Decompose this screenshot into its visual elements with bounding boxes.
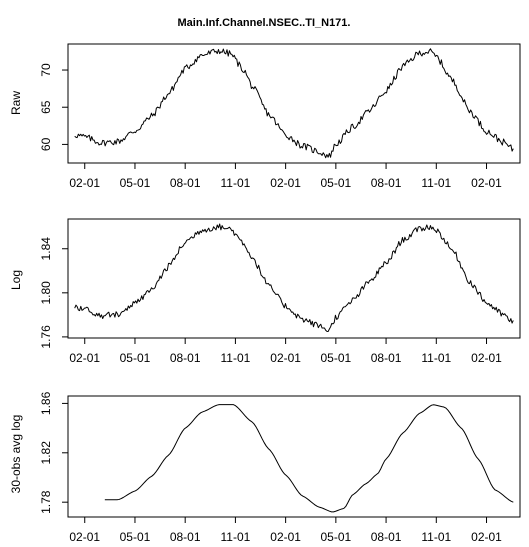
x-tick-label: 11-01 [421, 530, 451, 544]
x-tick-label: 02-01 [69, 176, 100, 190]
x-tick-label: 02-01 [270, 351, 301, 365]
y-tick-label: 70 [39, 63, 53, 77]
x-tick-label: 05-01 [120, 351, 151, 365]
x-tick-label: 08-01 [371, 530, 402, 544]
x-tick-label: 11-01 [221, 530, 251, 544]
x-tick-label: 02-01 [471, 530, 502, 544]
x-tick-label: 11-01 [221, 176, 251, 190]
y-tick-label: 1.80 [39, 281, 53, 305]
x-tick-label: 05-01 [120, 530, 151, 544]
x-tick-label: 05-01 [321, 176, 352, 190]
chart-panels: 60 65 70 Raw 02-01 05-01 08-01 11-01 02-01 05-01 0… [9, 43, 521, 544]
x-tick-label: 05-01 [321, 351, 352, 365]
plot-frame [67, 218, 521, 339]
x-tick-label: 08-01 [170, 530, 201, 544]
y-axis-label: Log [9, 270, 23, 290]
x-tick-label: 08-01 [170, 351, 201, 365]
plot-frame [67, 395, 521, 518]
x-tick-label: 02-01 [270, 176, 301, 190]
x-tick-label: 08-01 [371, 176, 402, 190]
x-tick-label: 02-01 [69, 351, 100, 365]
series-line [104, 404, 514, 513]
x-tick-label: 11-01 [421, 351, 451, 365]
chart-title: Main.Inf.Channel.NSEC..TI_N171. [178, 17, 351, 29]
series-line [74, 48, 514, 159]
y-tick-label: 1.78 [39, 490, 53, 514]
y-tick-label: 1.82 [39, 441, 53, 465]
y-tick-label: 1.84 [39, 237, 53, 261]
x-tick-label: 08-01 [371, 351, 402, 365]
chart-panel-1: 60 65 70 Raw 02-01 05-01 08-01 11-01 02-01 05-01 0… [9, 43, 521, 190]
plot-frame [67, 43, 521, 164]
x-tick-label: 05-01 [120, 176, 151, 190]
y-tick-label: 65 [39, 100, 53, 114]
y-tick-label: 60 [39, 137, 53, 151]
y-axis-label: 30-obs avg log [9, 415, 23, 494]
x-tick-label: 11-01 [421, 176, 451, 190]
y-tick-label: 1.76 [39, 325, 53, 349]
x-tick-label: 02-01 [69, 530, 100, 544]
y-axis-label: Raw [9, 91, 23, 115]
series-line [74, 223, 514, 333]
y-tick-label: 1.86 [39, 391, 53, 415]
chart-panel-2: 1.76 1.80 1.84 Log 02-01 05-01 08-01 11-01 02-01… [9, 218, 521, 365]
x-tick-label: 02-01 [270, 530, 301, 544]
chart-panel-3: 1.78 1.82 1.86 30-obs avg log 02-01 05-01 08-0… [9, 391, 521, 544]
x-tick-label: 02-01 [471, 351, 502, 365]
x-tick-label: 02-01 [471, 176, 502, 190]
x-tick-label: 11-01 [221, 351, 251, 365]
x-tick-label: 08-01 [170, 176, 201, 190]
x-tick-label: 05-01 [321, 530, 352, 544]
